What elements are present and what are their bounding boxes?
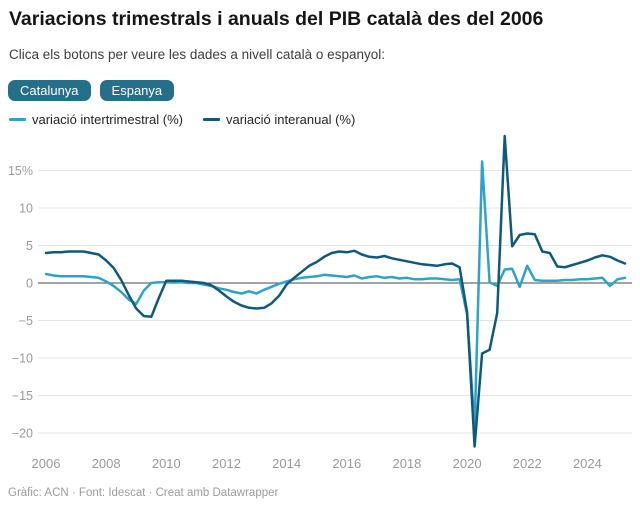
- y-axis-tick-label: −5: [19, 314, 33, 328]
- y-axis-tick-label: −10: [12, 352, 33, 366]
- y-axis-tick-label: 10: [19, 202, 33, 216]
- button-espanya[interactable]: Espanya: [99, 80, 175, 101]
- line-interanual: [44, 134, 627, 448]
- x-axis-tick-label: 2008: [92, 456, 121, 471]
- line-chart: 15% 10 5 0 −5 −10 −15 −20 2006 2008 2010 2012 2014 20…: [8, 134, 632, 471]
- x-axis-tick-label: 2012: [212, 456, 241, 471]
- legend-swatch-intertrimestral-icon: [9, 118, 26, 121]
- legend-item-intertrimestral: variació intertrimestral (%): [9, 112, 183, 127]
- legend-item-interanual: variació interanual (%): [202, 112, 356, 127]
- region-button-group: Catalunya Espanya: [8, 80, 175, 101]
- legend-swatch-interanual-icon: [202, 118, 220, 121]
- chart-legend: variació intertrimestral (%) variació in…: [9, 112, 375, 127]
- x-axis-tick-label: 2016: [332, 456, 361, 471]
- x-axis-tick-label: 2024: [573, 456, 602, 471]
- x-axis-tick-label: 2014: [272, 456, 301, 471]
- line-intertrimestral: [44, 160, 627, 430]
- page-title: Variacions trimestrals i anuals del PIB …: [9, 8, 544, 30]
- chart-credit: Gràfic: ACN · Font: Idescat · Creat amb …: [8, 487, 279, 499]
- button-catalunya[interactable]: Catalunya: [8, 80, 91, 101]
- y-axis-tick-label: −20: [12, 427, 33, 441]
- legend-label-intertrimestral: variació intertrimestral (%): [32, 112, 183, 127]
- y-axis-tick-label: 15%: [8, 164, 33, 178]
- y-axis-tick-label: −15: [12, 389, 33, 403]
- x-axis-tick-label: 2006: [32, 456, 61, 471]
- x-axis-tick-label: 2018: [392, 456, 421, 471]
- y-axis-tick-label: 0: [26, 277, 33, 291]
- page-subtitle: Clica els botons per veure les dades a n…: [9, 47, 385, 62]
- y-axis-tick-label: 5: [26, 239, 33, 253]
- x-axis-tick-label: 2010: [152, 456, 181, 471]
- x-axis-tick-label: 2020: [453, 456, 482, 471]
- x-axis-tick-label: 2022: [513, 456, 542, 471]
- legend-label-interanual: variació interanual (%): [225, 112, 356, 127]
